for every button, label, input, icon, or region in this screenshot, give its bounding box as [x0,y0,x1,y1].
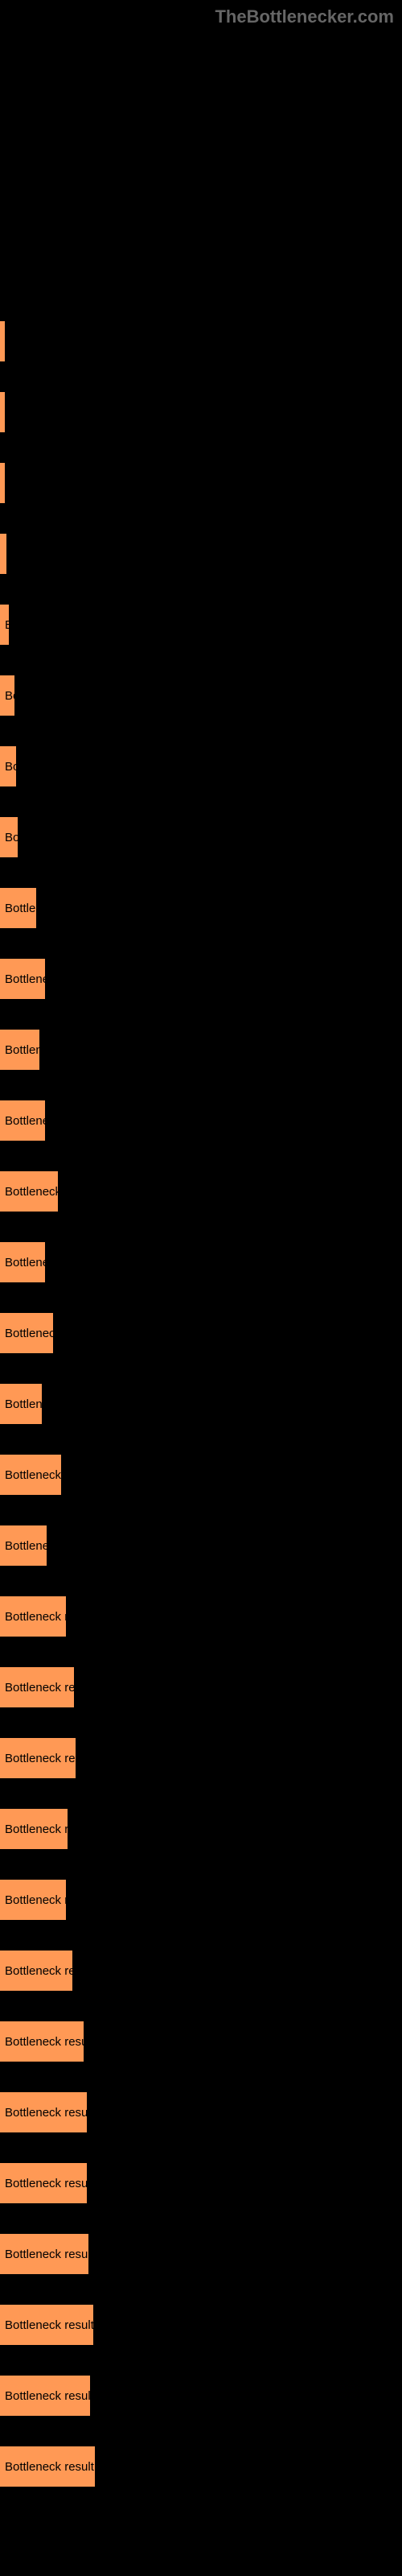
bar: Bottleneck result [0,1809,68,1849]
bar-row: Bottleneck result [0,2360,402,2431]
bar: Bottleneck result [0,2092,87,2132]
bar-row: Bottlene [0,873,402,943]
bar-label: Bo [5,760,16,774]
bar-row: Bottleneck result [0,2431,402,2502]
bar-label: B [5,618,9,632]
bar: Bottleneck re [0,1100,45,1141]
bar-label: Bottleneck result [5,2318,93,2332]
bar-row: Bottleneck res [0,1510,402,1581]
bar: Bottleneck result [0,2021,84,2062]
bar-row: B [0,589,402,660]
bar-row: Bottleneck result [0,1439,402,1510]
bar: Bottleneck resu [0,1313,53,1353]
bar-label: Bottleneck res [5,1539,47,1553]
bar-label: Bottlene [5,902,36,915]
bar-label: Bottleneck result [5,1964,72,1978]
bar [0,321,5,361]
bar-label: Bottleneck result [5,2460,94,2474]
bar: Bottleneck result [0,2446,95,2487]
bar-chart: B Bo Bo Bo Bottlene Bottleneck re Bottlenec Bot… [0,0,402,2534]
bar: Bottleneck result [0,2234,88,2274]
bar-row [0,377,402,448]
bar-label: Bottleneck result [5,1752,76,1765]
bar-label: Bottleneck result [5,2106,87,2120]
bar-label: Bottleneck result [5,1610,66,1624]
bar: Bottleneck result [0,1951,72,1991]
bar [0,534,6,574]
bar [0,463,5,503]
bar-row: Bottleneck result [0,2148,402,2219]
bar: Bo [0,817,18,857]
bar-label: Bottlenec [5,1043,39,1057]
bar-row: Bottleneck result [0,2219,402,2289]
bar-row: Bottlenec [0,1014,402,1085]
bar [0,392,5,432]
bar-label: Bottleneck result [5,1468,61,1482]
bar-row: Bottleneck result [0,1935,402,2006]
bar-label: Bottleneck result [5,1823,68,1836]
bar: Bottleneck result [0,1880,66,1920]
bar-row: Bottleneck result [0,1864,402,1935]
bar-label: Bottleneck result [5,1893,66,1907]
bar: Bo [0,746,16,786]
bar-row: Bottleneck r [0,1368,402,1439]
bar: Bottleneck result [0,2376,90,2416]
bar: Bottleneck result [0,1455,61,1495]
bar-label: Bottleneck result [5,1185,58,1199]
bar: Bottleneck r [0,1384,42,1424]
bar: Bottleneck result [0,2305,93,2345]
bar: Bottleneck result [0,1171,58,1212]
bar-row: Bottleneck result [0,2006,402,2077]
bar-label: Bottleneck r [5,1397,42,1411]
bar-row [0,448,402,518]
bar-row: Bottleneck result [0,2077,402,2148]
watermark-text: TheBottlenecker.com [215,6,394,27]
bar-label: Bottleneck re [5,1114,45,1128]
bar: Bottlenec [0,1030,39,1070]
bar-row: Bottleneck result [0,2289,402,2360]
bar-row: Bottleneck result [0,1581,402,1652]
bar: Bottleneck re [0,1242,45,1282]
bar-label: Bottleneck resu [5,1327,53,1340]
bar-label: Bottleneck result [5,2389,90,2403]
bar: Bottleneck result [0,2163,87,2203]
bar: Bottleneck result [0,1596,66,1637]
bar-label: Bottleneck re [5,972,45,986]
bar-label: Bottleneck result [5,2248,88,2261]
bar-row: Bottleneck result [0,1794,402,1864]
bar-row: Bo [0,731,402,802]
bar-label: Bo [5,831,18,844]
bar-label: Bottleneck re [5,1256,45,1269]
bar-label: Bottleneck result [5,2035,84,2049]
bar-row: Bottleneck re [0,1227,402,1298]
bar: Bottlene [0,888,36,928]
bar-label: Bottleneck result [5,2177,87,2190]
bar: Bottleneck res [0,1525,47,1566]
bar-row: Bottleneck re [0,1085,402,1156]
bar-row [0,306,402,377]
bar-row: Bottleneck resu [0,1298,402,1368]
bar-row: Bo [0,660,402,731]
bar: Bottleneck result [0,1738,76,1778]
bar-row: Bottleneck re [0,943,402,1014]
bar-label: Bottleneck result [5,1681,74,1695]
bar: B [0,605,9,645]
bar-row: Bottleneck result [0,1156,402,1227]
bar-label: Bo [5,689,14,703]
bar-row: Bottleneck result [0,1652,402,1723]
bar-row: Bo [0,802,402,873]
bar: Bottleneck result [0,1667,74,1707]
bar: Bo [0,675,14,716]
bar-row: Bottleneck result [0,1723,402,1794]
bar: Bottleneck re [0,959,45,999]
bar-row [0,518,402,589]
